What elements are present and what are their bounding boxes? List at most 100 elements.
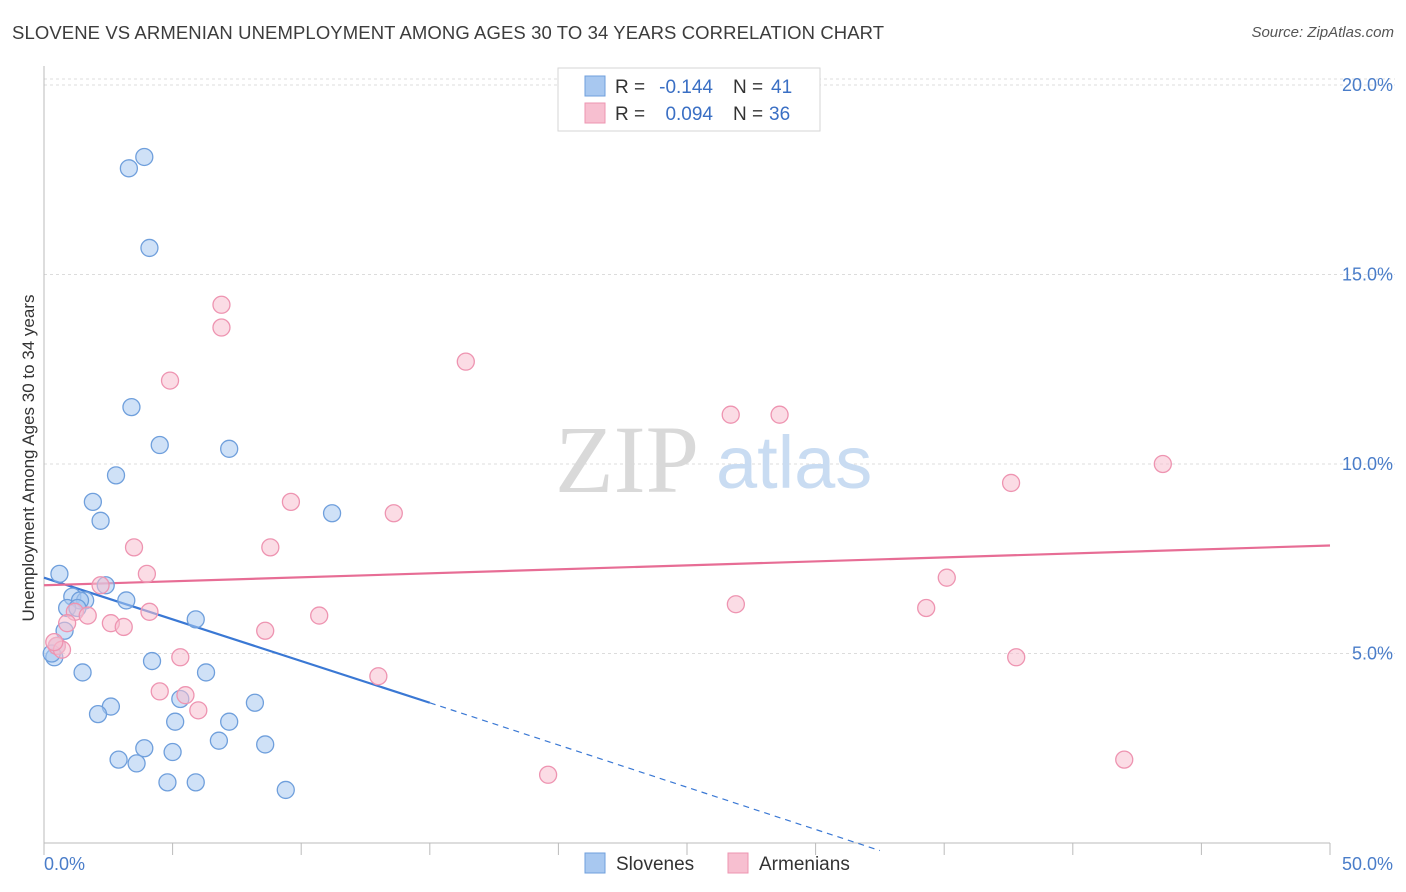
legend-n-label: N =: [733, 77, 763, 98]
data-point: [176, 686, 195, 705]
data-point: [127, 754, 146, 773]
data-point: [212, 318, 231, 337]
x-tick-label: 50.0%: [1342, 854, 1393, 874]
data-point: [322, 504, 342, 523]
legend-r-value-slovenes: -0.144: [659, 77, 713, 98]
data-point: [186, 773, 205, 792]
legend-swatch-armenians: [584, 102, 606, 124]
data-point: [937, 568, 956, 587]
data-point: [163, 742, 182, 762]
legend-n-value-slovenes: 41: [771, 77, 792, 98]
data-point: [135, 147, 154, 167]
series-swatch-slovenes: [584, 852, 606, 874]
legend: R = -0.144 N = 41 R = 0.094 N = 36: [557, 67, 821, 132]
data-point: [73, 663, 92, 682]
data-points: [42, 147, 1172, 800]
data-point: [538, 765, 558, 784]
legend-r-label: R =: [615, 104, 645, 125]
y-tick-label: 20.0%: [1342, 75, 1393, 95]
data-point: [310, 606, 329, 625]
legend-n-value-armenians: 36: [769, 104, 790, 125]
data-point: [276, 780, 295, 800]
data-point: [456, 352, 475, 371]
trend-lines: [43, 544, 1331, 852]
y-tick-label: 15.0%: [1342, 264, 1393, 284]
legend-r-label: R =: [615, 77, 645, 98]
data-point: [83, 492, 103, 512]
data-point: [369, 667, 388, 686]
series-armenians: [45, 295, 1172, 784]
grid-lines: [44, 78, 1395, 654]
data-point: [140, 602, 159, 621]
data-point: [726, 595, 746, 614]
data-point: [57, 614, 77, 633]
data-point: [166, 712, 185, 731]
data-point: [281, 492, 301, 512]
data-point: [124, 538, 144, 557]
data-point: [256, 735, 275, 754]
data-point: [209, 731, 229, 750]
y-tick-labels: 5.0% 10.0% 15.0% 20.0%: [1342, 75, 1393, 664]
data-point: [1153, 454, 1172, 474]
data-point: [150, 682, 169, 701]
data-point: [261, 538, 280, 557]
data-point: [109, 750, 128, 769]
x-tick-label: 0.0%: [44, 854, 85, 874]
series-legend: Slovenes Armenians: [584, 852, 850, 875]
data-point: [122, 397, 141, 417]
data-point: [114, 617, 133, 637]
data-point: [171, 648, 190, 667]
trend-line-slovenes: [43, 576, 431, 704]
watermark-atlas: atlas: [716, 421, 872, 504]
trend-line-slovenes-extension: [429, 702, 881, 852]
data-point: [1115, 750, 1134, 769]
chart-title: SLOVENE VS ARMENIAN UNEMPLOYMENT AMONG A…: [12, 22, 885, 43]
legend-n-label: N =: [733, 104, 763, 125]
data-point: [1007, 648, 1026, 667]
data-point: [384, 504, 403, 523]
data-point: [196, 663, 216, 682]
data-point: [142, 651, 162, 671]
x-tick-labels: 0.0% 50.0%: [44, 854, 1393, 874]
series-swatch-armenians: [727, 852, 749, 874]
data-point: [245, 693, 265, 712]
data-point: [150, 435, 169, 455]
source-credit: Source: ZipAtlas.com: [1251, 24, 1394, 41]
legend-r-value-armenians: 0.094: [665, 104, 713, 125]
data-point: [186, 610, 205, 629]
series-slovenes: [42, 147, 342, 800]
y-tick-label: 5.0%: [1352, 643, 1393, 663]
data-point: [117, 591, 136, 610]
series-label-slovenes: Slovenes: [616, 854, 694, 875]
data-point: [91, 576, 110, 595]
data-point: [45, 632, 64, 652]
data-point: [50, 564, 69, 584]
data-point: [220, 439, 239, 458]
series-label-armenians: Armenians: [759, 854, 850, 875]
data-point: [91, 511, 110, 530]
data-point: [220, 712, 239, 731]
data-point: [256, 621, 275, 640]
trend-line-armenians: [43, 544, 1331, 587]
y-axis-label: Unemployment Among Ages 30 to 34 years: [19, 295, 38, 622]
data-point: [189, 701, 208, 720]
data-point: [158, 773, 177, 792]
y-tick-label: 10.0%: [1342, 454, 1393, 474]
data-point: [721, 405, 740, 424]
data-point: [770, 405, 789, 424]
data-point: [106, 466, 126, 485]
data-point: [119, 159, 139, 178]
data-point: [1001, 473, 1021, 493]
data-point: [88, 704, 108, 724]
data-point: [78, 606, 97, 625]
data-point: [135, 739, 154, 758]
data-point: [137, 564, 157, 584]
legend-swatch-slovenes: [584, 75, 606, 97]
data-point: [917, 598, 936, 618]
data-point: [212, 295, 231, 314]
watermark-zip: ZIP: [555, 406, 699, 513]
axes: [43, 66, 1331, 855]
data-point: [140, 238, 159, 258]
data-point: [160, 371, 180, 390]
